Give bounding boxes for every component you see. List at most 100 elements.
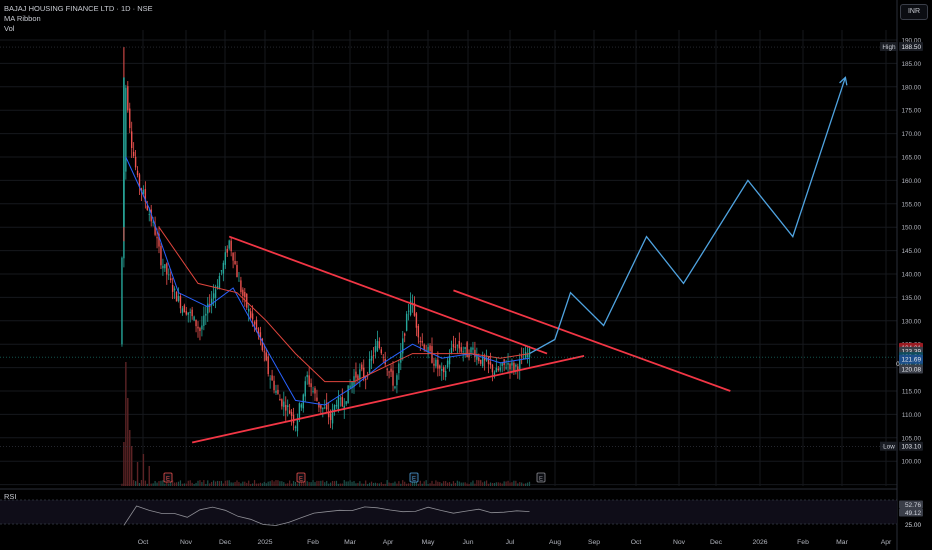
- volume-bars: [121, 362, 531, 486]
- candle-body: [183, 305, 186, 313]
- candle-body: [193, 316, 195, 321]
- candle-body: [244, 291, 246, 298]
- volume-bar: [392, 482, 394, 486]
- volume-bar: [283, 482, 285, 486]
- candle-body: [228, 240, 230, 249]
- time-tick-label: Apr: [383, 539, 394, 546]
- triangle-trendlines[interactable]: [191, 235, 731, 444]
- earnings-marker: [296, 472, 306, 483]
- candle-body: [478, 357, 480, 362]
- volume-bar: [365, 480, 367, 486]
- candle-body: [361, 364, 363, 370]
- candle-body: [144, 189, 147, 202]
- rsi-tag-bg: [899, 508, 923, 517]
- volume-bar: [242, 481, 244, 486]
- rsi-legend[interactable]: RSI: [4, 492, 17, 501]
- ma-ribbon-legend[interactable]: MA Ribbon: [4, 14, 41, 23]
- volume-bar: [209, 483, 211, 486]
- candle-body: [298, 403, 301, 419]
- price-tick-label: 110.00: [902, 412, 922, 419]
- projection-path[interactable]: [529, 76, 848, 355]
- candle-body: [329, 413, 332, 421]
- volume-legend[interactable]: Vol: [4, 24, 15, 33]
- volume-bar: [359, 481, 361, 486]
- volume-bar: [285, 483, 287, 486]
- volume-bar: [355, 483, 357, 486]
- candle-body: [517, 366, 519, 370]
- price-tag-name: Low: [883, 444, 895, 451]
- volume-bar: [439, 482, 441, 486]
- volume-bar: [174, 482, 176, 486]
- volume-bar: [135, 481, 137, 486]
- volume-bar: [220, 480, 222, 486]
- volume-bar: [517, 483, 519, 486]
- candle-body: [304, 381, 306, 397]
- ma-slow-line: [158, 226, 530, 383]
- time-tick-label: Feb: [307, 539, 319, 546]
- volume-bar: [318, 480, 320, 486]
- candle-body: [275, 390, 277, 393]
- volume-bar: [476, 480, 478, 486]
- candle-body: [316, 397, 318, 401]
- candle-body: [314, 388, 316, 394]
- candle-body: [437, 359, 439, 369]
- earnings-marker: [163, 472, 173, 483]
- candle-body: [253, 321, 256, 325]
- volume-bar: [499, 482, 501, 486]
- time-tick-label: Oct: [138, 539, 149, 546]
- volume-bar: [458, 481, 460, 486]
- volume-bar: [250, 483, 252, 486]
- price-tick-label: 185.00: [901, 61, 921, 68]
- candle-body: [129, 108, 131, 129]
- candle-body: [343, 405, 345, 410]
- candle-body: [168, 274, 170, 276]
- time-axis[interactable]: Oct Nov Dec 2025 Feb Mar Apr May Jun Jul Aug Sep Oct…: [138, 539, 892, 546]
- candle-body: [462, 351, 464, 353]
- currency-button[interactable]: INR: [900, 4, 928, 20]
- volume-bar: [183, 483, 185, 486]
- volume-bar: [211, 481, 213, 486]
- candle-body: [296, 418, 299, 432]
- volume-bar: [232, 482, 234, 486]
- candle-body: [464, 347, 466, 350]
- volume-bar: [480, 480, 482, 486]
- volume-bar: [296, 483, 299, 486]
- candle-body: [267, 356, 269, 375]
- volume-bar: [523, 483, 525, 486]
- candle-body: [160, 245, 162, 266]
- candle-body: [357, 375, 359, 380]
- candle-body: [345, 401, 347, 405]
- volume-bar: [497, 482, 499, 486]
- candle-body: [320, 405, 322, 409]
- volume-bar: [427, 483, 429, 486]
- volume-bar: [378, 483, 380, 486]
- candle-body: [125, 87, 127, 172]
- volume-bar: [409, 483, 412, 486]
- candle-body: [337, 396, 340, 411]
- volume-bar: [252, 483, 254, 486]
- volume-bar: [507, 480, 509, 486]
- candle-body: [505, 367, 507, 369]
- price-label-value: 120.08: [901, 366, 921, 373]
- candle-body: [349, 385, 351, 389]
- volume-bar: [509, 482, 511, 486]
- candle-body: [501, 362, 503, 366]
- volume-bar: [320, 480, 322, 486]
- symbol-title[interactable]: BAJAJ HOUSING FINANCE LTD · 1D · NSE: [4, 4, 153, 13]
- volume-spike: [123, 442, 125, 486]
- volume-bar: [468, 483, 470, 486]
- candle-body: [441, 369, 443, 371]
- volume-bar: [269, 481, 271, 486]
- candle-body: [427, 347, 429, 355]
- candle-body: [499, 367, 501, 371]
- candle-body: [177, 296, 180, 302]
- candle-body: [429, 345, 431, 351]
- candle-body: [218, 276, 221, 290]
- price-label-bg: [899, 364, 923, 374]
- volume-bar: [505, 481, 507, 486]
- candle-body: [234, 261, 236, 265]
- candle-body: [203, 315, 205, 326]
- candle-body: [365, 378, 367, 380]
